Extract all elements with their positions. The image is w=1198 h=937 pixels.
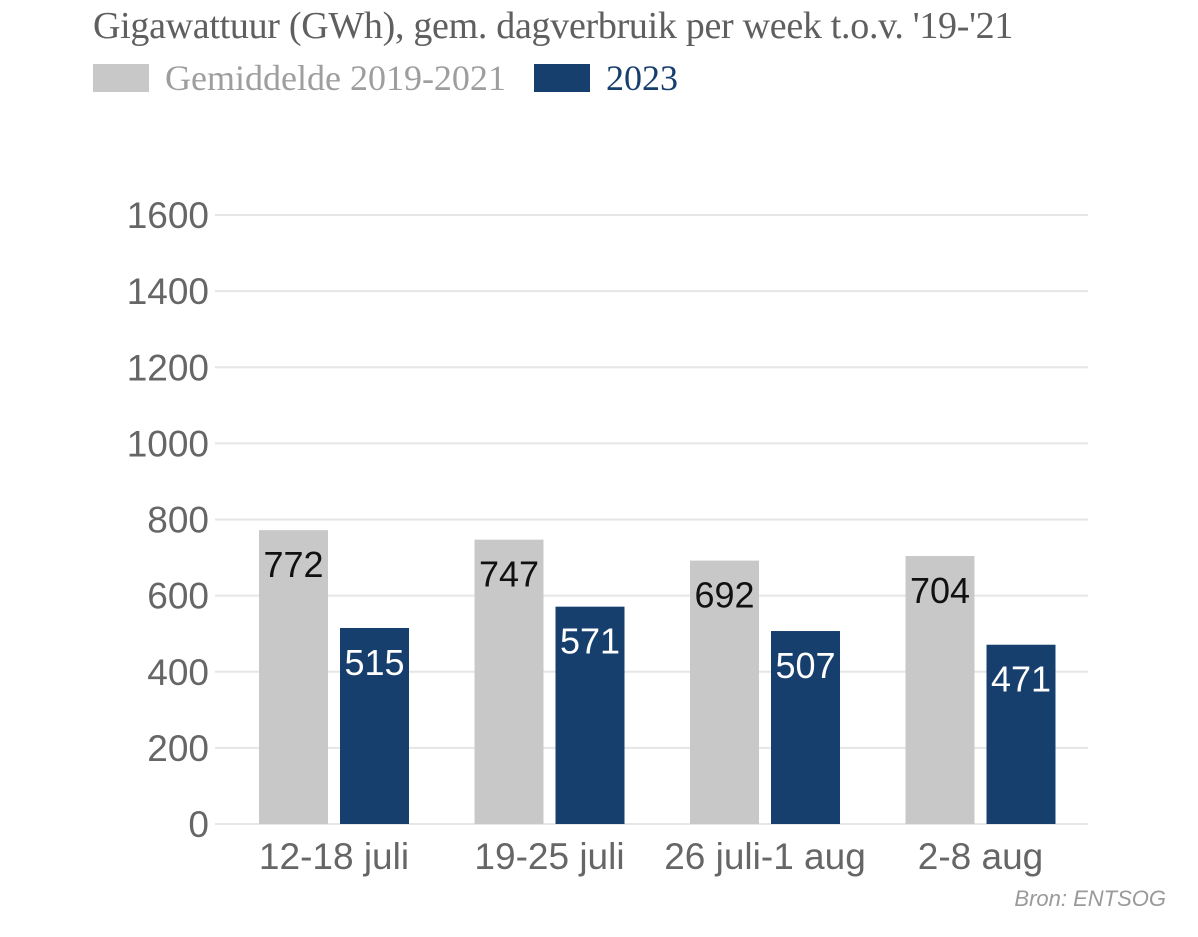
bar-avg-0 — [259, 530, 328, 824]
y-tick-label-200: 200 — [147, 728, 209, 769]
bar-avg-1 — [474, 539, 544, 824]
legend-item-2023: 2023 — [533, 57, 678, 99]
bar-avg-3 — [905, 556, 975, 824]
legend-label-average: Gemiddelde 2019-2021 — [165, 58, 506, 98]
bar-avg-2 — [690, 560, 759, 824]
bar-2023-2 — [771, 631, 840, 824]
legend-item-average: Gemiddelde 2019-2021 — [93, 57, 506, 99]
y-tick-label-400: 400 — [147, 652, 209, 693]
x-tick-label-0: 12-18 juli — [259, 836, 409, 877]
data-label-2023-0: 515 — [344, 642, 404, 683]
data-label-avg-0: 772 — [263, 544, 323, 585]
data-label-2023-3: 471 — [991, 659, 1051, 700]
y-tick-label-1400: 1400 — [127, 271, 209, 312]
y-tick-label-0: 0 — [188, 804, 209, 845]
chart-title: Gigawattuur (GWh), gem. dagverbruik per … — [93, 5, 1014, 47]
data-label-avg-3: 704 — [910, 570, 970, 611]
y-tick-label-1200: 1200 — [127, 347, 209, 388]
data-label-avg-2: 692 — [694, 575, 754, 616]
legend-swatch-2023 — [533, 64, 590, 92]
source-note: Bron: ENTSOG — [1014, 886, 1166, 911]
y-tick-label-800: 800 — [147, 500, 209, 541]
x-tick-label-2: 26 juli-1 aug — [664, 836, 866, 877]
bar-2023-3 — [986, 644, 1056, 824]
legend-label-2023: 2023 — [605, 58, 678, 98]
legend-swatch-average — [93, 64, 149, 92]
y-tick-label-600: 600 — [147, 576, 209, 617]
bar-2023-0 — [340, 627, 409, 824]
legend: Gemiddelde 2019-2021 2023 — [93, 56, 678, 100]
data-label-2023-2: 507 — [775, 645, 835, 686]
data-label-2023-1: 571 — [560, 621, 620, 662]
y-tick-label-1600: 1600 — [127, 195, 209, 236]
data-label-avg-1: 747 — [479, 554, 539, 595]
y-tick-label-1000: 1000 — [127, 423, 209, 464]
bar-2023-1 — [555, 606, 625, 824]
x-tick-label-3: 2-8 aug — [918, 836, 1044, 877]
x-tick-label-1: 19-25 juli — [474, 836, 624, 877]
